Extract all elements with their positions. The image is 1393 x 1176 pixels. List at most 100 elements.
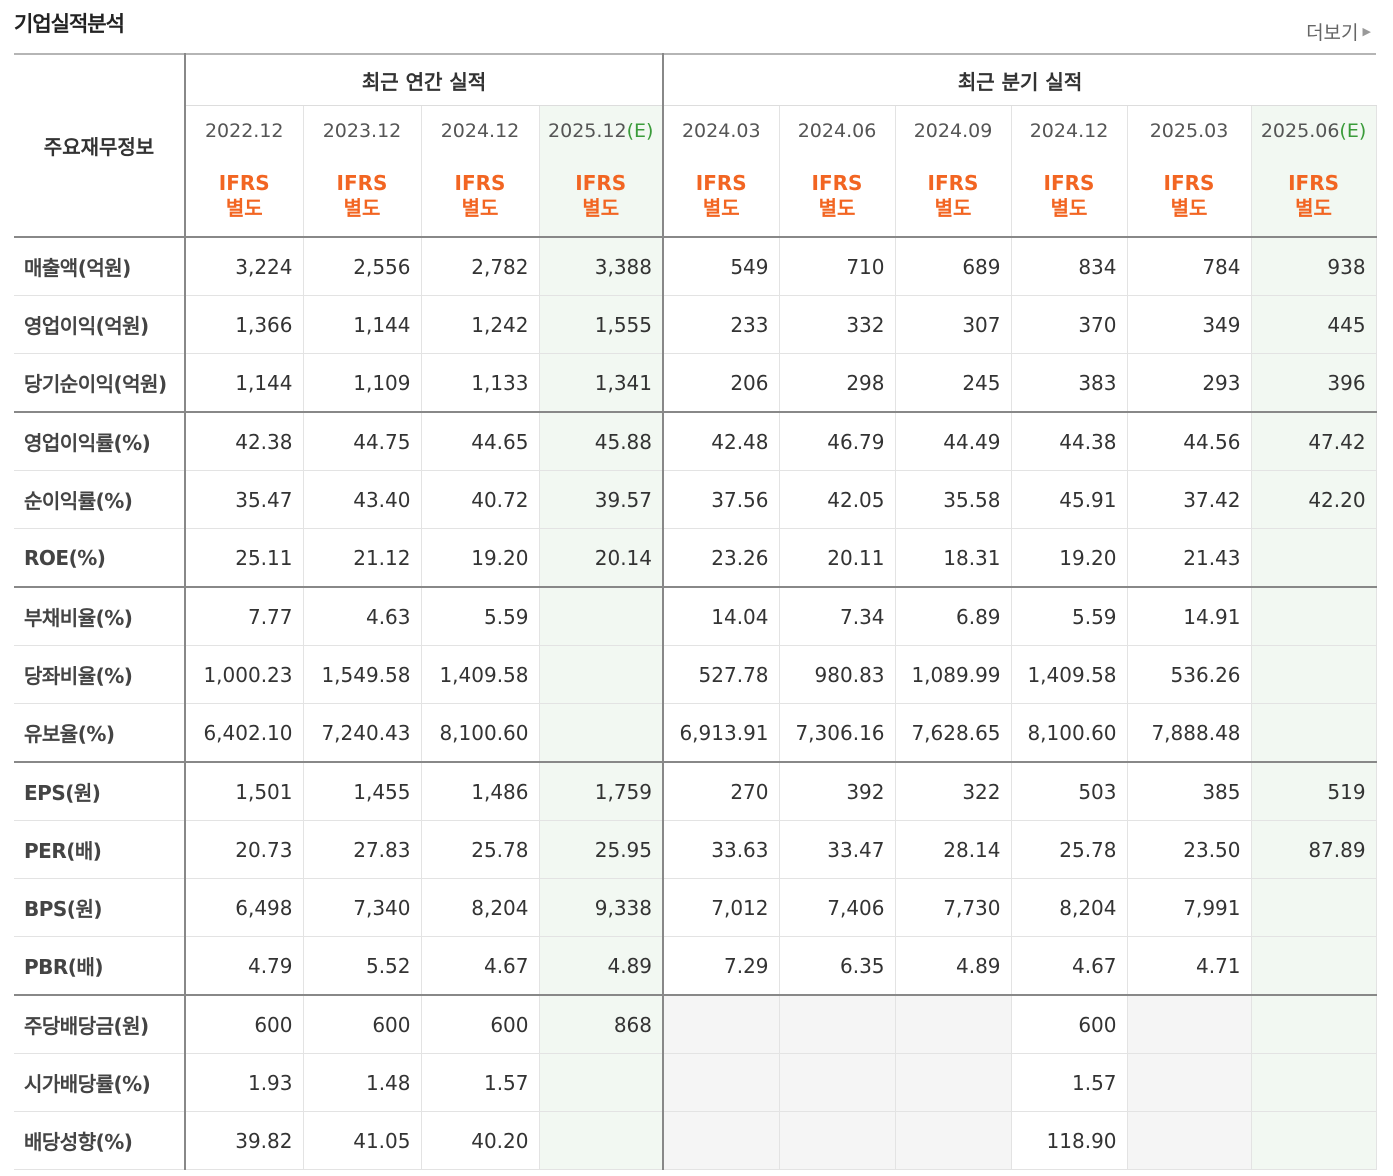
table-cell: 536.26 [1127, 645, 1252, 704]
table-cell: 370 [1011, 295, 1128, 354]
table-cell: 3,388 [539, 237, 665, 296]
table-cell: 44.65 [421, 412, 540, 471]
table-row: 배당성향(%) 39.82 41.05 40.20 118.90 [14, 1111, 1377, 1170]
table-cell [779, 995, 896, 1054]
table-cell: 25.78 [421, 820, 540, 879]
table-cell: 7.34 [779, 587, 896, 646]
ifrs-sub-label: 별도 [1295, 196, 1332, 220]
table-cell: 445 [1251, 295, 1377, 354]
table-row: 매출액(억원) 3,224 2,556 2,782 3,388 549 710 689 834 7… [14, 237, 1377, 296]
table-cell: 37.56 [663, 470, 780, 529]
table-cell: 332 [779, 295, 896, 354]
table-cell: 7,240.43 [303, 703, 422, 763]
table-cell: 519 [1251, 762, 1377, 821]
row-label: 부채비율(%) [14, 587, 186, 646]
table-cell [539, 587, 665, 646]
table-cell: 14.04 [663, 587, 780, 646]
table-cell: 1,144 [185, 353, 304, 413]
table-cell: 6,913.91 [663, 703, 780, 763]
table-cell: 600 [1011, 995, 1128, 1054]
table-cell: 2,556 [303, 237, 422, 296]
table-cell: 270 [663, 762, 780, 821]
table-cell: 834 [1011, 237, 1128, 296]
table-row: 순이익률(%) 35.47 43.40 40.72 39.57 37.56 42.05 35.… [14, 470, 1377, 529]
table-cell: 4.89 [539, 936, 665, 996]
table-cell: 206 [663, 353, 780, 413]
annual-header: 최근 연간 실적 [185, 53, 665, 106]
more-label: 더보기 [1306, 22, 1359, 44]
row-label: EPS(원) [14, 762, 186, 821]
table-cell [539, 1053, 665, 1112]
table-cell: 28.14 [895, 820, 1012, 879]
table-cell: 18.31 [895, 528, 1012, 588]
table-cell: 35.58 [895, 470, 1012, 529]
table-cell: 7,012 [663, 878, 780, 937]
table-row: EPS(원) 1,501 1,455 1,486 1,759 270 392 322 503 38… [14, 762, 1377, 821]
table-cell: 7.29 [663, 936, 780, 996]
table-cell: 39.82 [185, 1111, 304, 1170]
period-header-2024-12: 2024.12 [1011, 105, 1128, 156]
table-cell: 40.20 [421, 1111, 540, 1170]
ifrs-badge: IFRS 별도 [185, 156, 304, 238]
ifrs-badge: IFRS 별도 [421, 156, 540, 238]
table-cell: 938 [1251, 237, 1377, 296]
table-cell: 233 [663, 295, 780, 354]
table-cell: 25.11 [185, 528, 304, 588]
table-cell: 7,340 [303, 878, 422, 937]
table-cell: 245 [895, 353, 1012, 413]
table-row: PER(배) 20.73 27.83 25.78 25.95 33.63 33.47 28.1… [14, 820, 1377, 879]
table-cell: 21.43 [1127, 528, 1252, 588]
ifrs-badge: IFRS 별도 [1127, 156, 1252, 238]
table-row: 유보율(%) 6,402.10 7,240.43 8,100.60 6,913.91 7,… [14, 703, 1377, 763]
period-date: 2024.09 [913, 120, 993, 142]
ifrs-sub-label: 별도 [343, 196, 381, 220]
table-cell: 35.47 [185, 470, 304, 529]
table-cell: 8,204 [421, 878, 540, 937]
row-label: 주당배당금(원) [14, 995, 186, 1054]
table-cell [1127, 1053, 1252, 1112]
table-cell: 7,628.65 [895, 703, 1012, 763]
table-cell: 2,782 [421, 237, 540, 296]
row-label: 당기순이익(억원) [14, 353, 186, 413]
table-cell: 298 [779, 353, 896, 413]
table-cell: 44.56 [1127, 412, 1252, 471]
table-cell: 39.57 [539, 470, 665, 529]
table-cell: 392 [779, 762, 896, 821]
table-cell: 4.71 [1127, 936, 1252, 996]
table-cell: 1,109 [303, 353, 422, 413]
more-link[interactable]: 더보기 ▶ [1306, 18, 1371, 45]
table-cell: 5.59 [1011, 587, 1128, 646]
table-cell: 293 [1127, 353, 1252, 413]
section-title: 기업실적분석 [14, 12, 125, 36]
ifrs-badge: IFRS 별도 [539, 156, 665, 238]
table-cell: 1,455 [303, 762, 422, 821]
row-label: 시가배당률(%) [14, 1053, 186, 1112]
ifrs-badge: IFRS 별도 [303, 156, 422, 238]
table-cell [895, 1053, 1012, 1112]
table-cell [895, 1111, 1012, 1170]
ifrs-label: IFRS [927, 171, 979, 195]
table-row: 시가배당률(%) 1.93 1.48 1.57 1.57 [14, 1053, 1377, 1112]
table-cell: 44.75 [303, 412, 422, 471]
table-cell: 25.78 [1011, 820, 1128, 879]
table-cell: 503 [1011, 762, 1128, 821]
table-row: 주당배당금(원) 600 600 600 868 600 [14, 995, 1377, 1054]
table-cell: 27.83 [303, 820, 422, 879]
table-cell [1251, 645, 1377, 704]
table-cell [1127, 1111, 1252, 1170]
ifrs-label: IFRS [336, 171, 388, 195]
table-cell: 33.47 [779, 820, 896, 879]
table-cell: 1.57 [1011, 1053, 1128, 1112]
table-cell [1251, 587, 1377, 646]
table-cell: 322 [895, 762, 1012, 821]
table-cell: 600 [185, 995, 304, 1054]
table-cell [1251, 1053, 1377, 1112]
ifrs-sub-label: 별도 [225, 196, 263, 220]
table-cell [1251, 995, 1377, 1054]
row-label: BPS(원) [14, 878, 186, 937]
ifrs-badge: IFRS 별도 [779, 156, 896, 238]
ifrs-sub-label: 별도 [818, 196, 856, 220]
table-cell: 383 [1011, 353, 1128, 413]
estimate-mark: (E) [626, 120, 654, 142]
row-label-header: 주요재무정보 [14, 53, 186, 238]
